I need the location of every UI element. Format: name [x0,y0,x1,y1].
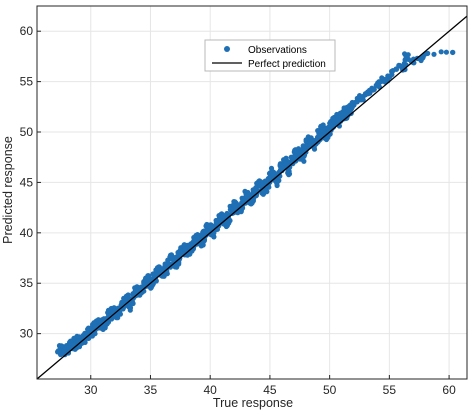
observation-point [328,123,334,129]
observation-point [319,127,326,133]
observation-point [268,165,275,171]
x-tick-label: 45 [263,383,277,397]
y-tick-label: 40 [20,226,34,240]
observation-point [269,170,275,176]
observation-point [307,138,314,144]
observation-point [232,202,238,209]
y-tick-label: 45 [20,175,34,189]
observation-point [403,53,409,60]
observation-point [89,328,95,335]
observation-point [177,251,183,257]
observation-point [349,104,355,110]
legend-label-perfect-prediction: Perfect prediction [248,59,326,70]
plot-area [36,15,468,380]
observation-point [207,224,213,230]
observation-point [202,228,209,234]
observation-point [359,95,365,101]
observation-point [371,87,377,93]
observation-point [127,307,133,313]
x-tick-label: 35 [144,383,158,397]
observation-point [127,302,133,309]
observation-point [410,59,416,66]
observation-point [316,133,322,139]
observation-point [354,99,360,105]
observation-point [294,149,301,155]
observation-point [365,91,371,97]
observation-point [438,49,444,55]
observation-point [227,206,234,213]
observation-point [144,277,150,283]
observation-point [443,49,449,55]
x-tick-label: 50 [323,383,337,397]
x-tick-label: 40 [204,383,218,397]
observation-point [61,347,68,353]
legend-marker-observations [224,46,230,52]
observation-point [182,246,188,252]
x-axis-label: True response [213,396,293,410]
observation-point [431,51,437,57]
x-tick-label: 30 [84,383,98,397]
observation-point [286,168,292,174]
observation-point [381,76,388,83]
observation-point [424,50,431,57]
observation-point [219,215,225,221]
observation-point [55,348,62,354]
y-tick-label: 30 [20,327,34,341]
observation-point [211,234,217,240]
observation-point [278,163,284,169]
observation-point [224,220,230,226]
observation-point [450,49,456,56]
observation-point [344,109,351,115]
axes-box [36,5,468,380]
legend-label-observations: Observations [248,45,307,56]
observation-point [375,81,382,88]
observation-point [274,178,280,185]
observation-point [393,66,400,72]
y-tick-label: 35 [20,276,34,290]
y-axis-label: Predicted response [1,136,15,244]
axes: 30 35 40 45 50 55 60 30 35 40 45 50 55 60 [20,5,468,397]
y-tick-label: 55 [20,75,34,89]
observation-point [123,296,130,303]
perfect-prediction-line [36,15,468,380]
observation-point [257,182,264,189]
observation-point [266,175,272,182]
observation-point [303,143,309,149]
observation-point [396,62,402,69]
legend-box [204,39,336,72]
observation-point [252,186,259,193]
observation-point [169,256,175,262]
observation-point [194,235,200,241]
x-tick-label: 55 [383,383,397,397]
y-tick-label: 60 [20,24,34,38]
observation-point [274,182,280,189]
grid [37,6,467,379]
observation-point [157,267,163,273]
observation-point [266,184,272,190]
y-tick-label: 50 [20,125,34,139]
legend: Observations Perfect prediction [204,39,336,72]
observation-point [240,197,247,204]
x-tick-label: 60 [442,383,456,397]
observation-point [282,160,289,166]
observation-point [244,191,250,198]
observation-point [215,218,222,224]
observation-point [291,154,297,160]
observation-point [389,71,395,78]
observation-point [152,272,158,278]
observation-point [66,345,73,351]
